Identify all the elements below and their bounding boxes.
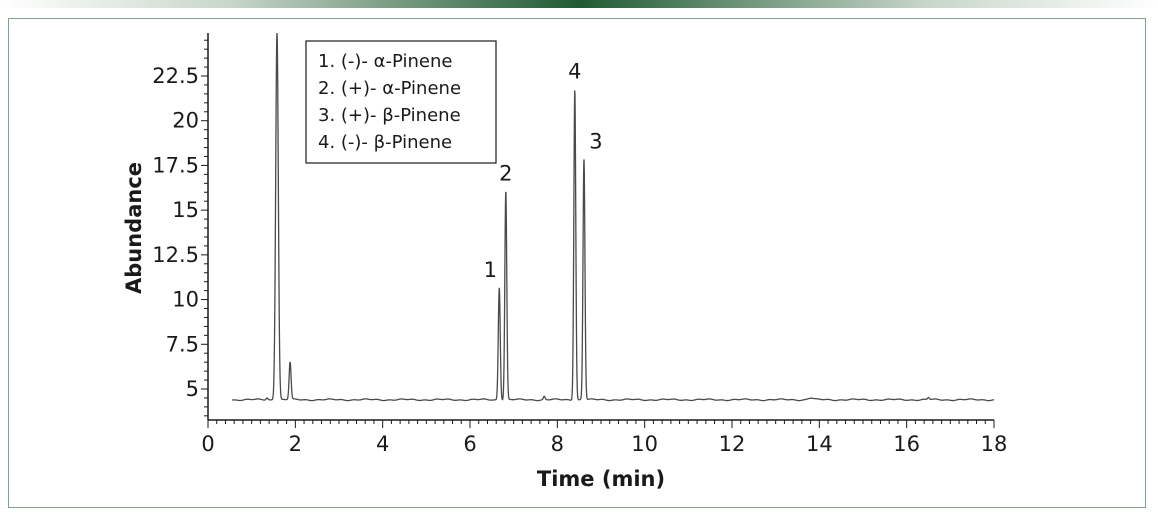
x-tick-label: 2 xyxy=(289,432,302,456)
y-tick-label: 7.5 xyxy=(166,332,199,356)
peak-label-4: 4 xyxy=(568,60,581,84)
y-tick-label: 5 xyxy=(186,377,199,401)
y-tick-label: 17.5 xyxy=(152,153,199,177)
legend-entry: 1. (-)- α-Pinene xyxy=(318,51,452,72)
peak-labels: 1 2 4 3 xyxy=(484,60,603,283)
legend: 1. (-)- α-Pinene 2. (+)- α-Pinene 3. (+)- … xyxy=(305,40,497,164)
x-tick-label: 12 xyxy=(719,432,746,456)
x-axis-title: Time (min) xyxy=(537,467,665,491)
x-tick-label: 10 xyxy=(631,432,658,456)
y-tick-label: 22.5 xyxy=(152,64,199,88)
y-tick-label: 10 xyxy=(172,288,199,312)
x-tick-label: 8 xyxy=(551,432,564,456)
legend-entry: 2. (+)- α-Pinene xyxy=(318,78,461,99)
y-tick-label: 12.5 xyxy=(152,243,199,267)
peak-label-1: 1 xyxy=(484,258,497,282)
legend-entry: 4. (-)- β-Pinene xyxy=(318,132,452,153)
peak-label-2: 2 xyxy=(499,161,512,185)
y-axis-title: Abundance xyxy=(122,162,146,294)
x-tick-label: 0 xyxy=(201,432,214,456)
chromatogram-trace xyxy=(231,32,995,402)
top-decorative-band xyxy=(0,0,1158,8)
x-tick-label: 4 xyxy=(376,432,389,456)
legend-entry: 3. (+)- β-Pinene xyxy=(318,105,461,126)
y-tick-label: 20 xyxy=(172,109,199,133)
y-tick-label: 15 xyxy=(172,198,199,222)
peak-label-3: 3 xyxy=(589,129,602,153)
x-tick-label: 18 xyxy=(981,432,1008,456)
x-tick-label: 6 xyxy=(463,432,476,456)
x-tick-label: 16 xyxy=(893,432,920,456)
x-tick-label: 14 xyxy=(806,432,833,456)
chromatogram-line xyxy=(231,32,995,402)
legend-box xyxy=(305,40,497,164)
figure-frame xyxy=(8,18,1146,508)
